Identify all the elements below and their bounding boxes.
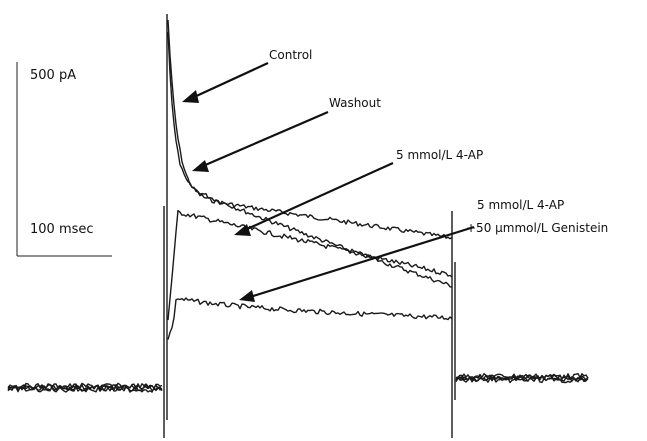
label-washout: Washout <box>329 96 381 110</box>
baseline-pre-pulse <box>8 383 162 392</box>
arrow-control-head <box>182 90 199 103</box>
arrow-genistein <box>250 227 474 297</box>
label-control: Control <box>269 48 312 62</box>
label-genistein-line2: +50 μmmol/L Genistein <box>466 221 608 235</box>
label-genistein-line1: 5 mmol/L 4-AP <box>477 198 564 212</box>
arrow-washout <box>203 112 328 166</box>
annotation-arrows <box>182 63 474 302</box>
current-traces <box>168 20 452 340</box>
label-4ap: 5 mmol/L 4-AP <box>396 148 483 162</box>
trace-4ap-genistein <box>168 298 452 340</box>
arrow-washout-head <box>192 160 209 172</box>
capacitive-transients <box>164 14 455 438</box>
scale-time-label: 100 msec <box>30 222 94 237</box>
scale-current-label: 500 pA <box>30 68 76 83</box>
baseline-traces <box>8 374 588 392</box>
baseline-post-pulse <box>456 374 588 383</box>
arrow-control <box>192 63 268 98</box>
arrow-genistein-head <box>239 290 255 302</box>
